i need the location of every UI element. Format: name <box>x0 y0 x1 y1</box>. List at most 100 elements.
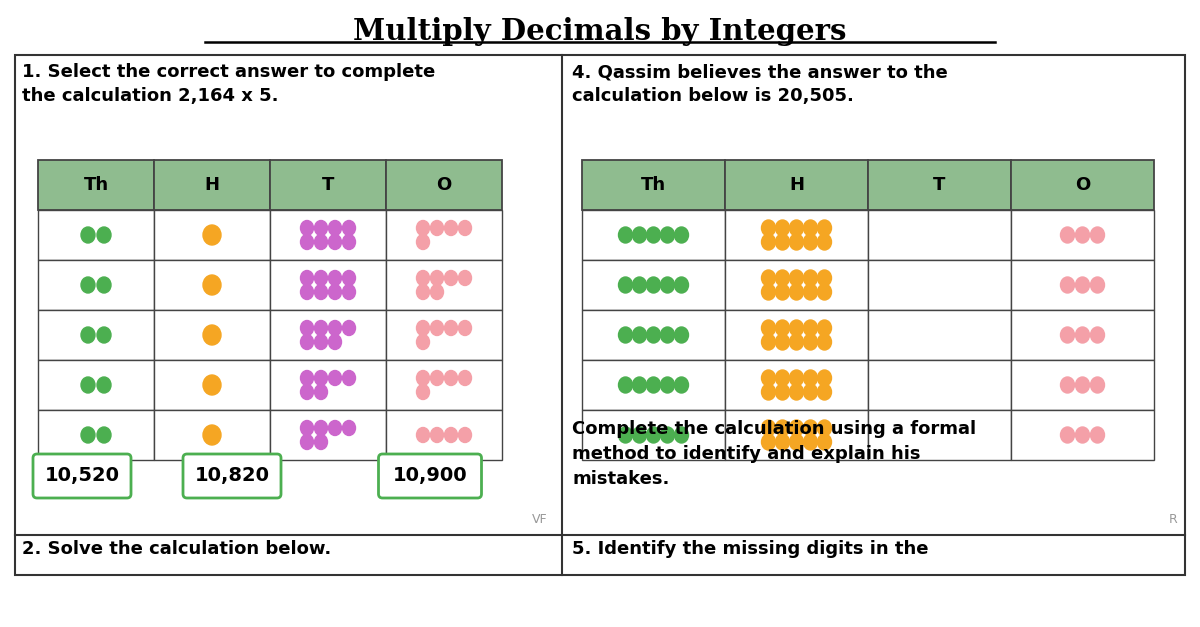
Ellipse shape <box>329 371 342 386</box>
Ellipse shape <box>1075 427 1090 443</box>
Bar <box>270 260 386 310</box>
Bar <box>1010 260 1154 310</box>
Ellipse shape <box>674 277 689 293</box>
Ellipse shape <box>674 227 689 243</box>
Ellipse shape <box>1075 327 1090 343</box>
Ellipse shape <box>618 227 632 243</box>
Text: 4. Qassim believes the answer to the
calculation below is 20,505.: 4. Qassim believes the answer to the cal… <box>572 63 948 105</box>
Ellipse shape <box>775 284 790 300</box>
Ellipse shape <box>1075 377 1090 393</box>
Ellipse shape <box>203 425 221 445</box>
Ellipse shape <box>632 277 647 293</box>
Text: Th: Th <box>84 176 108 194</box>
Bar <box>725 410 868 460</box>
Ellipse shape <box>329 270 342 285</box>
Ellipse shape <box>444 371 457 386</box>
Bar <box>725 360 868 410</box>
Ellipse shape <box>1091 327 1104 343</box>
Ellipse shape <box>314 270 328 285</box>
Ellipse shape <box>762 220 775 236</box>
FancyBboxPatch shape <box>34 454 131 498</box>
Text: 10,900: 10,900 <box>392 466 467 485</box>
Bar <box>725 210 868 260</box>
Bar <box>868 160 1010 210</box>
Bar <box>582 260 725 310</box>
Ellipse shape <box>647 377 660 393</box>
Ellipse shape <box>97 227 112 243</box>
Ellipse shape <box>1075 277 1090 293</box>
Ellipse shape <box>660 377 674 393</box>
Bar <box>868 210 1010 260</box>
Ellipse shape <box>97 277 112 293</box>
Text: H: H <box>790 176 804 194</box>
Ellipse shape <box>660 327 674 343</box>
Ellipse shape <box>632 427 647 443</box>
Ellipse shape <box>790 370 804 386</box>
Ellipse shape <box>342 371 355 386</box>
Ellipse shape <box>790 420 804 436</box>
Ellipse shape <box>790 270 804 286</box>
Bar <box>386 260 502 310</box>
Bar <box>386 410 502 460</box>
Ellipse shape <box>97 427 112 443</box>
Bar <box>14 55 1186 575</box>
Ellipse shape <box>314 371 328 386</box>
Ellipse shape <box>203 225 221 245</box>
Ellipse shape <box>329 421 342 436</box>
Ellipse shape <box>762 270 775 286</box>
Ellipse shape <box>790 334 804 350</box>
Bar <box>582 360 725 410</box>
Bar <box>1010 210 1154 260</box>
Ellipse shape <box>416 428 430 443</box>
Ellipse shape <box>300 270 313 285</box>
Ellipse shape <box>342 270 355 285</box>
Ellipse shape <box>817 220 832 236</box>
Bar <box>154 260 270 310</box>
Bar <box>38 260 154 310</box>
Ellipse shape <box>618 427 632 443</box>
Ellipse shape <box>314 234 328 250</box>
Ellipse shape <box>300 371 313 386</box>
Ellipse shape <box>1091 377 1104 393</box>
Ellipse shape <box>804 384 817 400</box>
Ellipse shape <box>444 320 457 335</box>
Bar <box>154 160 270 210</box>
Ellipse shape <box>618 377 632 393</box>
Ellipse shape <box>1091 427 1104 443</box>
Bar <box>154 310 270 360</box>
Ellipse shape <box>762 334 775 350</box>
Text: VF: VF <box>533 513 548 526</box>
Bar <box>154 210 270 260</box>
Ellipse shape <box>804 434 817 450</box>
Ellipse shape <box>762 320 775 336</box>
Bar <box>38 160 154 210</box>
Bar <box>38 210 154 260</box>
Bar <box>386 360 502 410</box>
Ellipse shape <box>416 234 430 250</box>
Bar <box>38 310 154 360</box>
Ellipse shape <box>458 371 472 386</box>
Ellipse shape <box>804 220 817 236</box>
Ellipse shape <box>674 327 689 343</box>
Text: Th: Th <box>641 176 666 194</box>
Bar <box>725 160 868 210</box>
Ellipse shape <box>775 434 790 450</box>
Ellipse shape <box>804 320 817 336</box>
FancyBboxPatch shape <box>182 454 281 498</box>
Ellipse shape <box>1061 277 1074 293</box>
Ellipse shape <box>314 435 328 450</box>
Ellipse shape <box>790 320 804 336</box>
Text: T: T <box>934 176 946 194</box>
Text: Complete the calculation using a formal
method to identify and explain his
mista: Complete the calculation using a formal … <box>572 420 976 488</box>
Ellipse shape <box>647 427 660 443</box>
Bar <box>1010 360 1154 410</box>
Bar <box>38 410 154 460</box>
Ellipse shape <box>431 221 444 236</box>
Bar <box>582 160 725 210</box>
Ellipse shape <box>342 221 355 236</box>
Ellipse shape <box>82 277 95 293</box>
Bar <box>868 360 1010 410</box>
Ellipse shape <box>632 327 647 343</box>
Text: O: O <box>1075 176 1090 194</box>
Text: 2. Solve the calculation below.: 2. Solve the calculation below. <box>22 540 331 558</box>
